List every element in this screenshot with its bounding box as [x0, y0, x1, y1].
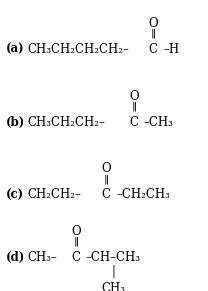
Text: (d): (d): [6, 251, 26, 264]
Text: ‖: ‖: [103, 174, 109, 184]
Text: C: C: [148, 43, 157, 56]
Text: (b): (b): [6, 116, 26, 129]
Text: ‖: ‖: [131, 102, 137, 111]
Text: –H: –H: [163, 43, 180, 56]
Text: CH₃: CH₃: [101, 282, 125, 291]
Text: C: C: [71, 251, 80, 264]
Text: –CH₂CH₃: –CH₂CH₃: [116, 189, 170, 201]
Text: O: O: [101, 162, 111, 175]
Text: CH₂CH₂–: CH₂CH₂–: [27, 189, 81, 201]
Text: CH₃CH₂CH₂–: CH₃CH₂CH₂–: [27, 116, 105, 129]
Text: CH₃CH₂CH₂CH₂–: CH₃CH₂CH₂CH₂–: [27, 43, 129, 56]
Text: O: O: [71, 225, 81, 238]
Text: C: C: [130, 116, 139, 129]
Text: O: O: [148, 17, 158, 30]
Text: (a): (a): [6, 43, 25, 56]
Text: ‖: ‖: [73, 237, 79, 246]
Text: CH₃–: CH₃–: [27, 251, 57, 264]
Text: O: O: [129, 90, 139, 102]
Text: |: |: [111, 265, 115, 278]
Text: –CH–CH₃: –CH–CH₃: [85, 251, 140, 264]
Text: C: C: [102, 189, 111, 201]
Text: ‖: ‖: [150, 29, 156, 38]
Text: –CH₃: –CH₃: [144, 116, 174, 129]
Text: (c): (c): [6, 189, 24, 201]
